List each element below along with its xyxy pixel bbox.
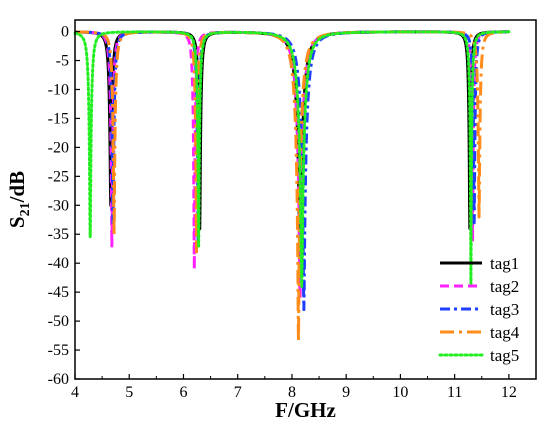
- y-tick-label: -15: [48, 110, 69, 127]
- x-tick-label: 5: [125, 384, 133, 401]
- y-tick-label: -5: [56, 53, 69, 70]
- series-line-tag2: [73, 30, 511, 300]
- x-tick-label: 8: [288, 384, 296, 401]
- legend-label-tag1: tag1: [490, 254, 519, 273]
- x-tick-label: 12: [501, 384, 517, 401]
- y-axis-label-base: S: [5, 216, 29, 228]
- x-axis: 4 5 6 7 8 9 10 11 12: [71, 374, 537, 401]
- legend-label-tag4: tag4: [490, 323, 520, 342]
- y-axis: 0 -5 -10 -15 -20 -25 -30 -35 -40 -45 -50 -55 -60: [48, 24, 80, 388]
- legend-label-tag2: tag2: [490, 277, 519, 296]
- x-tick-label: 6: [179, 384, 187, 401]
- x-tick-label: 9: [342, 384, 350, 401]
- legend: tag1 tag2 tag3 tag4 tag5: [438, 254, 520, 365]
- y-tick-label: -35: [48, 226, 69, 243]
- x-tick-label: 10: [392, 384, 408, 401]
- y-tick-label: -30: [48, 197, 69, 214]
- plot-frame: [74, 19, 537, 380]
- plot-lines: [73, 30, 511, 343]
- y-tick-label: -10: [48, 81, 69, 98]
- x-tick-label: 11: [447, 384, 462, 401]
- y-tick-label: -40: [48, 255, 69, 272]
- y-tick-label: -55: [48, 342, 69, 359]
- x-axis-label: F/GHz: [275, 398, 336, 422]
- y-tick-label: -50: [48, 313, 69, 330]
- series-line-tag5: [73, 30, 511, 288]
- y-tick-label: -60: [48, 371, 69, 388]
- y-tick-label: -25: [48, 168, 69, 185]
- y-tick-label: 0: [61, 24, 69, 41]
- x-tick-label: 4: [71, 384, 79, 401]
- x-tick-label: 7: [234, 384, 242, 401]
- y-axis-label-subscript: 21: [18, 202, 33, 216]
- series-line-tag4: [73, 30, 511, 343]
- y-tick-label: -20: [48, 139, 69, 156]
- legend-label-tag3: tag3: [490, 300, 519, 319]
- y-axis-label-unit: /dB: [5, 171, 29, 204]
- legend-label-tag5: tag5: [490, 346, 519, 365]
- y-tick-label: -45: [48, 284, 69, 301]
- y-axis-label: S21/dB: [5, 171, 33, 228]
